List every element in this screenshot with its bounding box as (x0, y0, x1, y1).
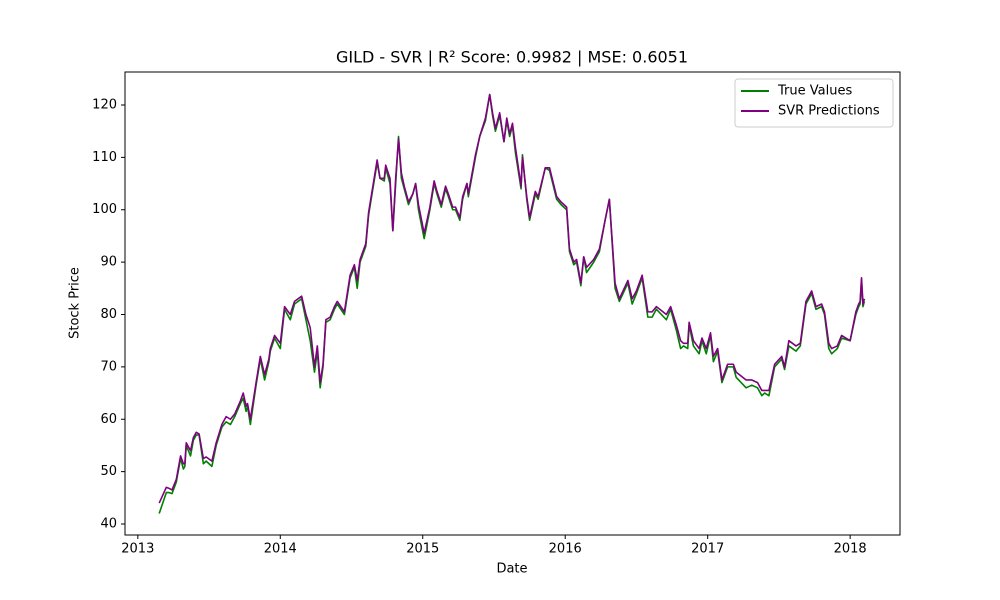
y-tick-label: 110 (92, 150, 117, 165)
x-tick-label: 2013 (121, 542, 154, 557)
y-tick-label: 90 (100, 255, 117, 270)
y-tick-label: 70 (100, 359, 117, 374)
y-tick-label: 60 (100, 412, 117, 427)
x-tick-label: 2016 (549, 542, 582, 557)
chart-title: GILD - SVR | R² Score: 0.9982 | MSE: 0.6… (336, 48, 688, 67)
y-tick-label: 120 (92, 97, 117, 112)
y-tick-label: 100 (92, 202, 117, 217)
legend-box (734, 78, 894, 128)
x-tick-label: 2018 (834, 542, 867, 557)
y-tick-label: 40 (100, 517, 117, 532)
series-line (158, 93, 866, 504)
y-tick-label: 80 (100, 307, 117, 322)
plot-frame (124, 71, 901, 536)
legend-label: True Values (777, 84, 852, 99)
y-tick-label: 50 (100, 464, 117, 479)
x-axis-label: Date (496, 562, 527, 577)
x-tick-label: 2014 (264, 542, 297, 557)
y-axis-label: Stock Price (68, 267, 83, 339)
x-tick-label: 2017 (691, 542, 724, 557)
legend-label: SVR Predictions (778, 104, 880, 119)
x-tick-label: 2015 (406, 542, 439, 557)
